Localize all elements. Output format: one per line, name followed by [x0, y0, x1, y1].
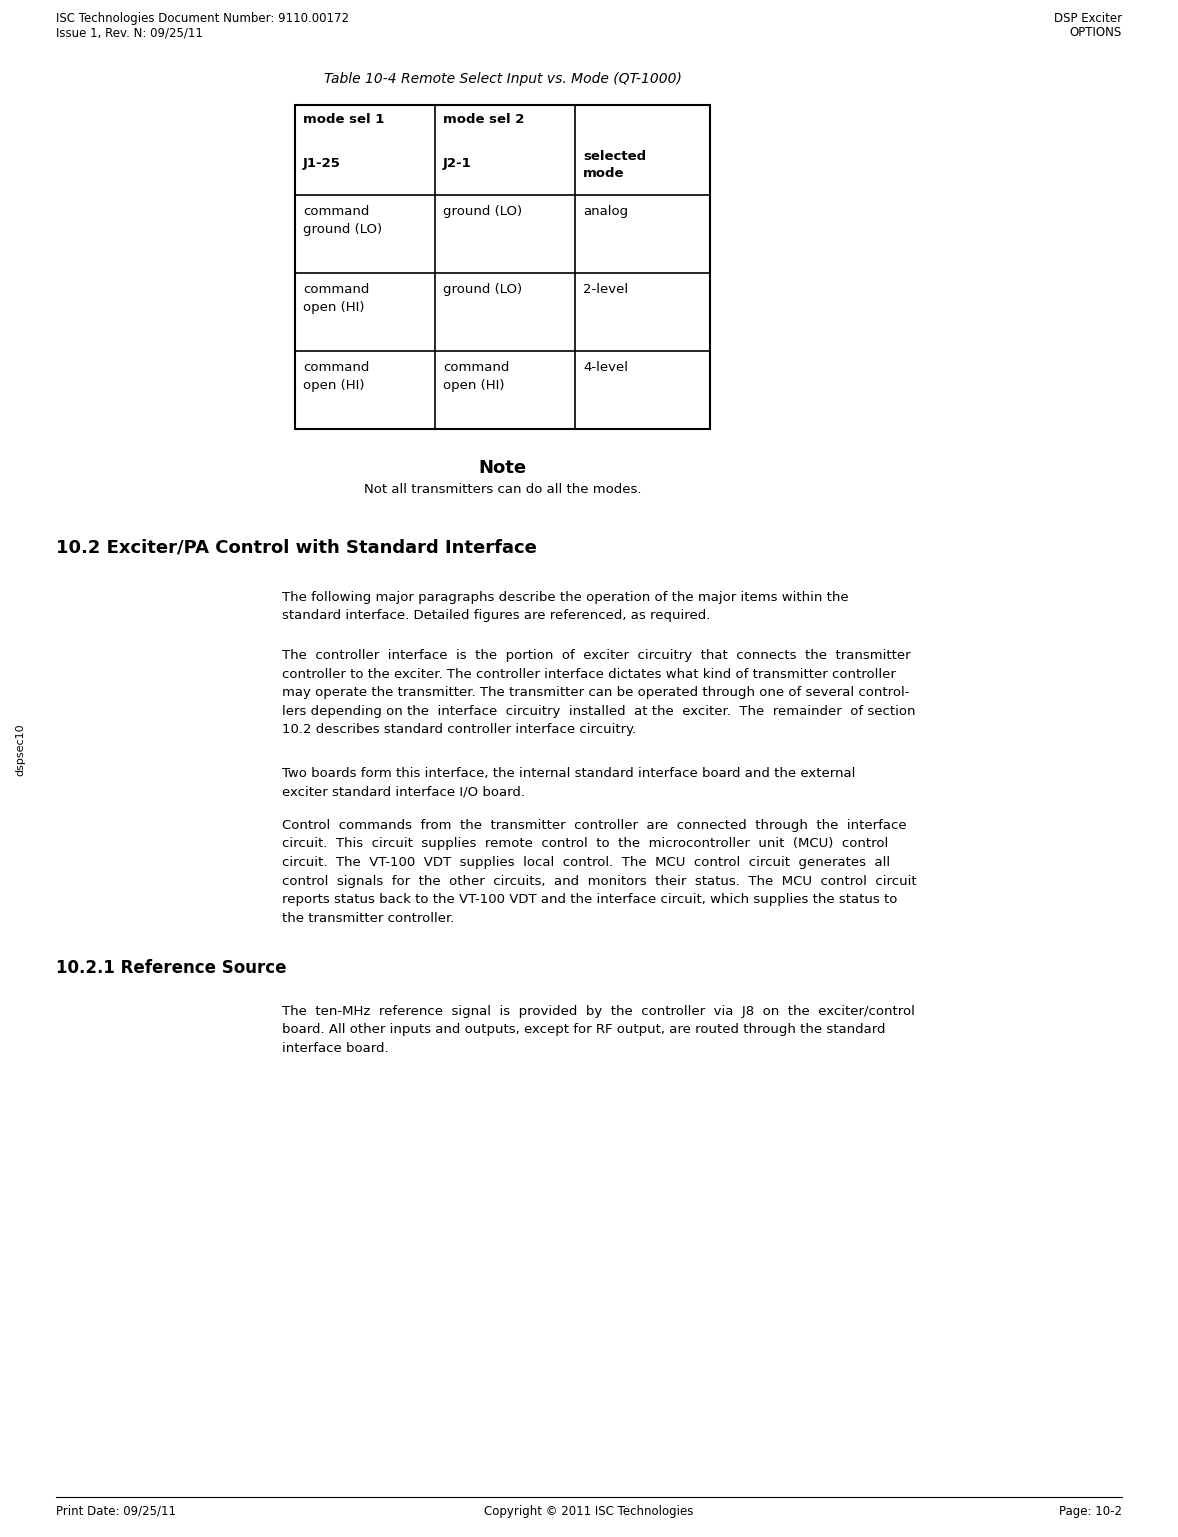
Text: command
ground (LO): command ground (LO) — [303, 204, 382, 235]
Text: Not all transmitters can do all the modes.: Not all transmitters can do all the mode… — [364, 483, 641, 496]
Text: Page: 10-2: Page: 10-2 — [1059, 1505, 1121, 1519]
Text: Print Date: 09/25/11: Print Date: 09/25/11 — [57, 1505, 176, 1519]
Text: mode sel 1: mode sel 1 — [303, 114, 384, 126]
Text: Issue 1, Rev. N: 09/25/11: Issue 1, Rev. N: 09/25/11 — [57, 26, 203, 38]
Text: 10.2 Exciter/PA Control with Standard Interface: 10.2 Exciter/PA Control with Standard In… — [57, 539, 537, 556]
Text: J1-25: J1-25 — [303, 157, 340, 171]
Text: DSP Exciter: DSP Exciter — [1054, 12, 1121, 25]
Text: Table 10-4 Remote Select Input vs. Mode (QT-1000): Table 10-4 Remote Select Input vs. Mode … — [324, 72, 681, 86]
Text: 2-level: 2-level — [583, 283, 628, 297]
Text: selected
mode: selected mode — [583, 151, 646, 180]
Text: dspsec10: dspsec10 — [15, 724, 25, 776]
Text: command
open (HI): command open (HI) — [303, 361, 370, 392]
Text: ground (LO): ground (LO) — [443, 204, 522, 218]
Text: ISC Technologies Document Number: 9110.00172: ISC Technologies Document Number: 9110.0… — [57, 12, 349, 25]
Text: analog: analog — [583, 204, 628, 218]
Text: Two boards form this interface, the internal standard interface board and the ex: Two boards form this interface, the inte… — [282, 767, 855, 799]
Text: OPTIONS: OPTIONS — [1070, 26, 1121, 38]
Text: Copyright © 2011 ISC Technologies: Copyright © 2011 ISC Technologies — [484, 1505, 694, 1519]
Text: Control  commands  from  the  transmitter  controller  are  connected  through  : Control commands from the transmitter co… — [282, 819, 916, 924]
Text: 10.2.1 Reference Source: 10.2.1 Reference Source — [57, 959, 286, 978]
Text: mode sel 2: mode sel 2 — [443, 114, 524, 126]
Text: command
open (HI): command open (HI) — [443, 361, 509, 392]
Text: ground (LO): ground (LO) — [443, 283, 522, 297]
Text: command
open (HI): command open (HI) — [303, 283, 370, 314]
Text: The  ten-MHz  reference  signal  is  provided  by  the  controller  via  J8  on : The ten-MHz reference signal is provided… — [282, 1005, 915, 1054]
Bar — [294, 105, 710, 429]
Text: The following major paragraphs describe the operation of the major items within : The following major paragraphs describe … — [282, 592, 848, 622]
Text: 4-level: 4-level — [583, 361, 628, 373]
Text: Note: Note — [478, 460, 527, 476]
Text: J2-1: J2-1 — [443, 157, 471, 171]
Text: The  controller  interface  is  the  portion  of  exciter  circuitry  that  conn: The controller interface is the portion … — [282, 649, 915, 736]
